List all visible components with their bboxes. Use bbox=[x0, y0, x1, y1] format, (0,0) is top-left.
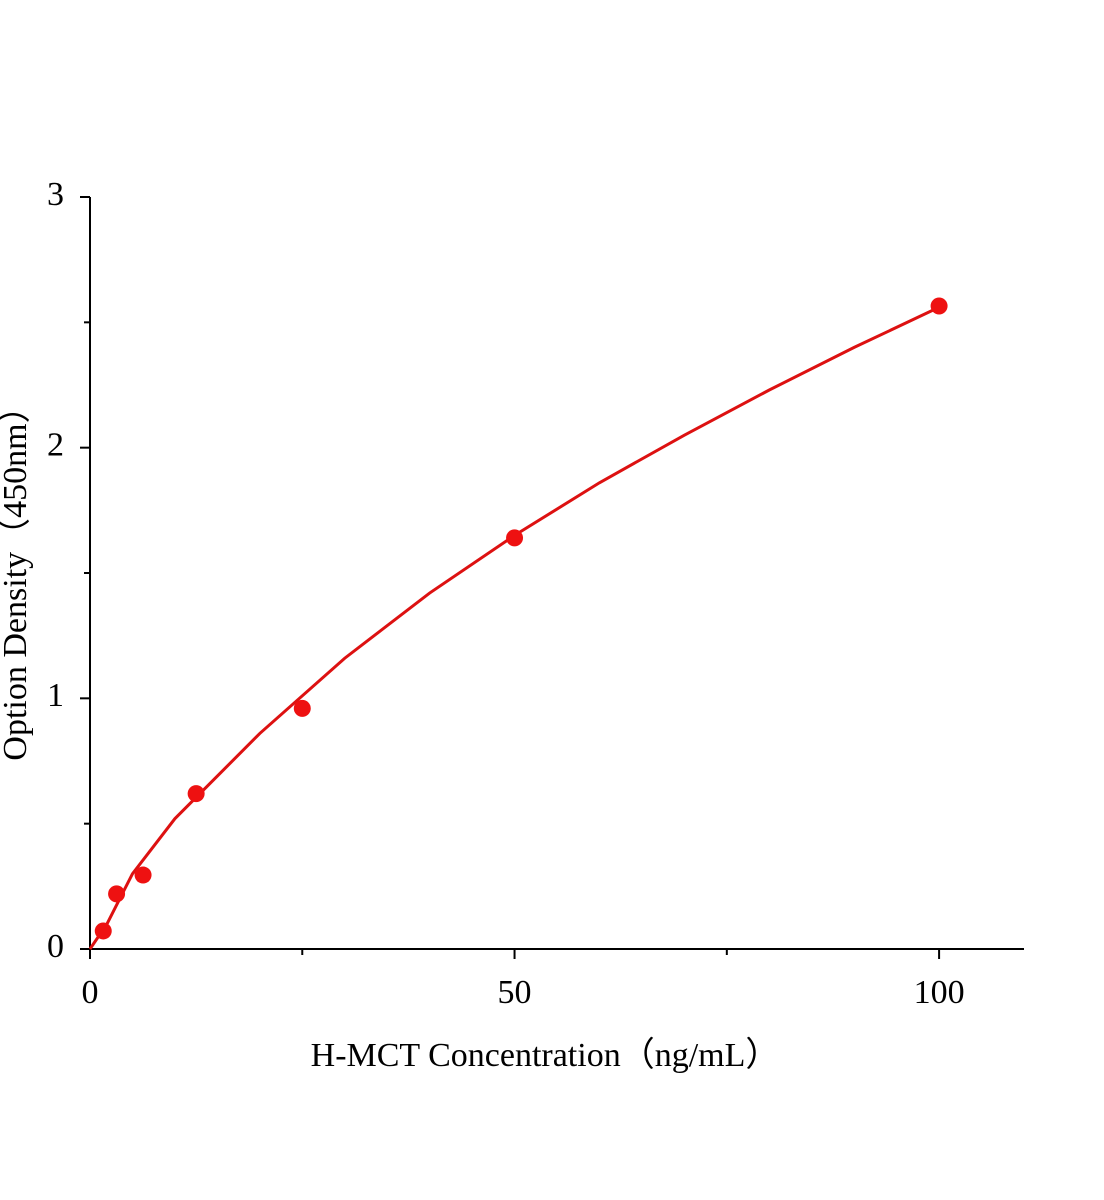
fit-curve bbox=[88, 305, 940, 950]
y-tick-label: 0 bbox=[47, 928, 64, 965]
data-point bbox=[187, 785, 205, 803]
data-point bbox=[506, 529, 524, 547]
y-tick-label: 3 bbox=[47, 176, 64, 213]
x-tick-label: 100 bbox=[914, 974, 965, 1011]
x-tick-label: 0 bbox=[82, 974, 99, 1011]
data-point bbox=[94, 922, 112, 940]
data-point bbox=[108, 885, 126, 903]
data-point bbox=[930, 297, 948, 315]
x-tick-label: 50 bbox=[498, 974, 532, 1011]
y-tick-label: 1 bbox=[47, 677, 64, 714]
data-point bbox=[134, 866, 152, 884]
x-axis-label: H-MCT Concentration（ng/mL） bbox=[311, 1036, 780, 1074]
data-point bbox=[293, 699, 311, 717]
y-axis-label: Option Density（450nm） bbox=[0, 389, 34, 760]
y-tick-label: 2 bbox=[47, 426, 64, 463]
